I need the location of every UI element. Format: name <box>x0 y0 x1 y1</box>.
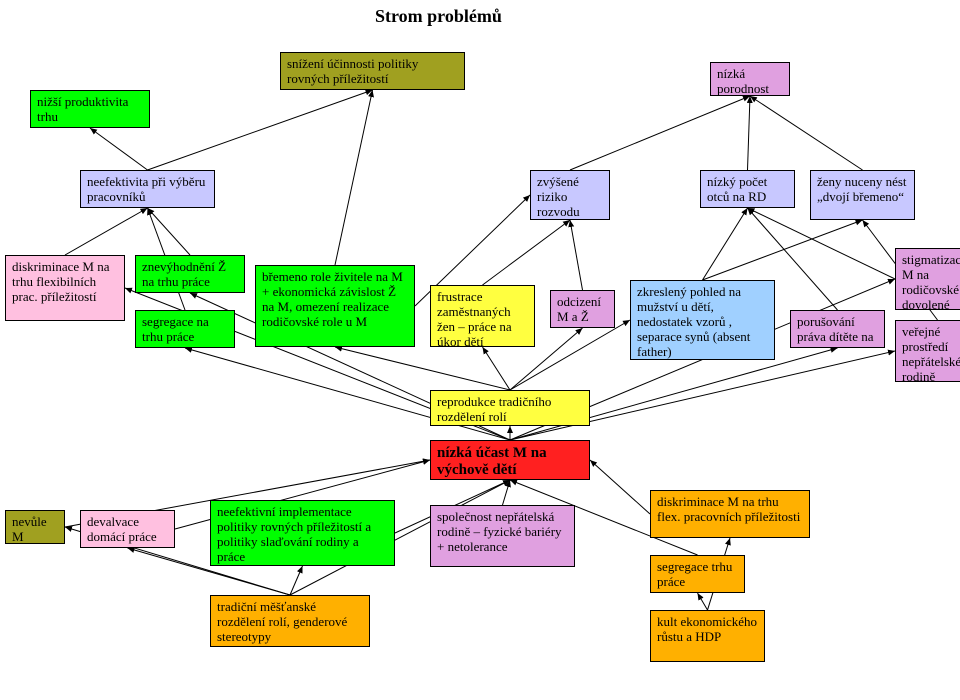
edge-n7-n3 <box>750 96 863 170</box>
edge-n24-n19 <box>590 460 650 514</box>
edge-n8-n4 <box>65 208 148 255</box>
edge-n14-n6 <box>703 208 748 280</box>
edge-n13-n5 <box>570 220 583 290</box>
edge-n27-n25 <box>698 593 708 610</box>
node-n8: diskriminace M na trhu flexibilních prac… <box>5 255 125 321</box>
node-n5: zvýšené riziko rozvodu <box>530 170 610 220</box>
edge-n18-n12 <box>483 347 511 390</box>
edge-n12-n5 <box>483 220 571 285</box>
edge-n14-n7 <box>703 220 863 280</box>
node-n6: nízký počet otců na RD <box>700 170 795 208</box>
node-n10: segregace na trhu práce <box>135 310 235 348</box>
node-n19: nízká účast M na výchově dětí <box>430 440 590 480</box>
node-n16: stigmatizace M na rodičovské dovolené <box>895 248 960 310</box>
node-n9: znevýhodnění Ž na trhu práce <box>135 255 245 293</box>
node-n24: diskriminace M na trhu flex. pracovních … <box>650 490 810 538</box>
diagram-title: Strom problémů <box>375 6 502 27</box>
problem-tree-diagram: { "title": {"text":"Strom problémů","x":… <box>0 0 960 700</box>
node-n21: devalvace domácí práce <box>80 510 175 548</box>
node-n4: neefektivita při výběru pracovníků <box>80 170 215 208</box>
node-n7: ženy nuceny nést „dvojí břemeno“ <box>810 170 915 220</box>
edge-n18-n11 <box>335 347 510 390</box>
node-n17: veřejné prostředí nepřátelské rodině <box>895 320 960 382</box>
node-n20: nevůle M <box>5 510 65 544</box>
edge-n4-n1 <box>90 128 148 170</box>
node-n14: zkreslený pohled na mužství u dětí, nedo… <box>630 280 775 360</box>
node-n22: neefektivní implementace politiky rovnýc… <box>210 500 395 566</box>
edge-n26-n22 <box>290 566 303 595</box>
edge-n23-n19 <box>503 480 511 505</box>
node-n12: frustrace zaměstnaných žen – práce na úk… <box>430 285 535 347</box>
edge-n5-n3 <box>570 96 750 170</box>
node-n27: kult ekonomického růstu a HDP <box>650 610 765 662</box>
node-n11: břemeno role živitele na M + ekonomická … <box>255 265 415 347</box>
edge-n11-n2 <box>335 90 373 265</box>
edge-n9-n4 <box>148 208 191 255</box>
node-n13: odcizení M a Ž <box>550 290 615 328</box>
node-n26: tradiční měšťanské rozdělení rolí, gende… <box>210 595 370 647</box>
node-n2: snížení účinnosti politiky rovných příle… <box>280 52 465 90</box>
node-n15: porušování práva dítěte na <box>790 310 885 348</box>
node-n25: segregace trhu práce <box>650 555 745 593</box>
node-n23: společnost nepřátelská rodině – fyzické … <box>430 505 575 567</box>
node-n18: reprodukce tradičního rozdělení rolí <box>430 390 590 426</box>
node-n3: nízká porodnost <box>710 62 790 96</box>
edge-n6-n3 <box>748 96 751 170</box>
edge-n4-n2 <box>148 90 373 170</box>
node-n1: nižší produktivita trhu <box>30 90 150 128</box>
